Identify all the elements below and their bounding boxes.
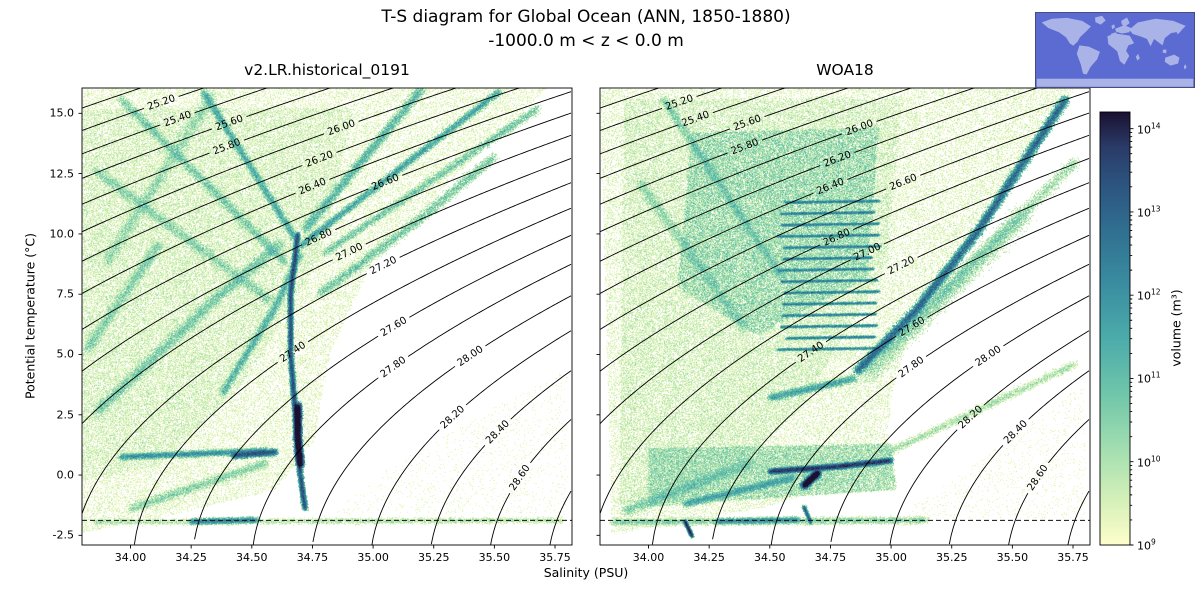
world-map-inset [1035,12,1195,88]
map-land [1036,15,1194,87]
figure-subtitle: -1000.0 m < z < 0.0 m [488,31,684,51]
x-tick-label: 34.25 [175,551,207,564]
colorbar-tick-label: 1014 [1137,121,1161,136]
x-tick-label: 34.50 [236,551,268,564]
x-tick-label: 34.75 [296,551,329,564]
x-tick-label: 34.00 [114,551,147,564]
panel-title-woa18: WOA18 [816,61,874,79]
colorbar-tick-label: 1012 [1137,287,1161,303]
y-tick-label: 15.0 [49,106,75,120]
y-tick-label: 0.0 [56,468,75,482]
y-tick-label: 10.0 [49,227,75,241]
y-tick-label: 7.5 [56,287,75,301]
x-tick-label: 35.50 [996,551,1029,564]
y-tick-label: 12.5 [49,167,75,181]
y-tick-label: -2.5 [52,528,74,542]
x-axis-label: Salinity (PSU) [543,565,629,580]
x-tick-label: 35.75 [539,551,571,564]
figure-title: T-S diagram for Global Ocean (ANN, 1850-… [381,7,791,27]
x-tick-label: 35.25 [417,551,450,564]
x-tick-label: 34.00 [632,551,665,564]
y-axis-label: Potential temperature (°C) [22,232,38,400]
x-tick-label: 34.25 [693,551,725,564]
y-tick-label: 2.5 [56,408,75,422]
x-tick-label: 35.75 [1057,551,1089,564]
colorbar-label: volume (m³) [1168,289,1184,367]
map-border [1035,12,1195,88]
colorbar-tick-label: 109 [1137,537,1156,553]
x-tick-label: 35.00 [357,551,389,564]
x-tick-label: 34.75 [814,551,847,564]
colorbar-tick-label: 1010 [1137,454,1161,470]
x-tick-label: 35.00 [875,551,907,564]
x-tick-label: 35.50 [478,551,511,564]
y-tick-label: 5.0 [56,347,75,361]
panel-title-model: v2.LR.historical_0191 [244,61,410,79]
colorbar-tick-label: 1011 [1137,371,1161,386]
x-tick-label: 35.25 [935,551,968,564]
x-tick-label: 34.50 [754,551,786,564]
colorbar-tick-label: 1013 [1137,204,1161,220]
